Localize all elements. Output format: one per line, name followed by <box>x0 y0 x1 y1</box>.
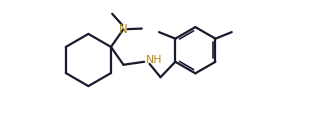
Text: NH: NH <box>145 55 162 65</box>
Text: N: N <box>119 23 128 36</box>
